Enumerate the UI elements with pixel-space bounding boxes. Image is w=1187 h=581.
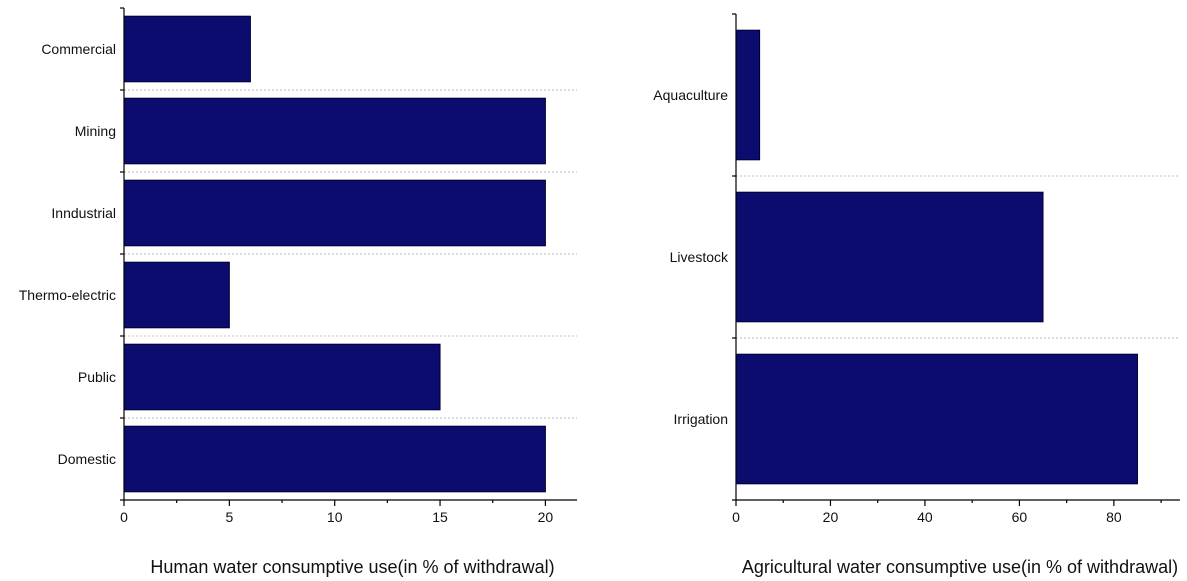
x-tick-label: 60 (1012, 509, 1028, 525)
bar-commercial (123, 15, 251, 83)
x-tick-label: 20 (823, 509, 839, 525)
x-tick-label: 40 (917, 509, 933, 525)
x-tick-label: 0 (732, 509, 740, 525)
category-label-commercial: Commercial (41, 41, 116, 57)
bar-inndustrial (123, 179, 546, 247)
bar-mining (123, 97, 546, 165)
x-tick-label: 0 (120, 509, 128, 525)
category-label-aquaculture: Aquaculture (653, 87, 728, 103)
bar-irrigation (735, 353, 1138, 485)
bar-public (123, 343, 441, 411)
agricultural-water-chart: Aquaculture Livestock Irrigation 0 20 40 60 80 A… (653, 13, 1180, 577)
category-label-livestock: Livestock (670, 249, 729, 265)
category-label-domestic: Domestic (58, 451, 116, 467)
x-tick-label: 5 (225, 509, 233, 525)
x-tick-label: 20 (538, 509, 554, 525)
x-tick-label: 10 (327, 509, 343, 525)
bar-aquaculture (735, 29, 761, 161)
category-label-inndustrial: Inndustrial (51, 205, 116, 221)
category-label-mining: Mining (75, 123, 116, 139)
bar-thermo-electric (123, 261, 230, 329)
bar-livestock (735, 191, 1044, 323)
human-water-chart: Commercial Mining Inndustrial Thermo-electr… (19, 7, 577, 577)
x-tick-label: 80 (1106, 509, 1122, 525)
category-label-public: Public (78, 369, 116, 385)
x-axis-title: Agricultural water consumptive use(in % … (742, 557, 1178, 577)
x-tick-label: 15 (432, 509, 448, 525)
category-label-thermo-electric: Thermo-electric (19, 287, 116, 303)
bar-domestic (123, 425, 546, 493)
category-label-irrigation: Irrigation (674, 411, 728, 427)
x-axis-title: Human water consumptive use(in % of with… (150, 557, 554, 577)
